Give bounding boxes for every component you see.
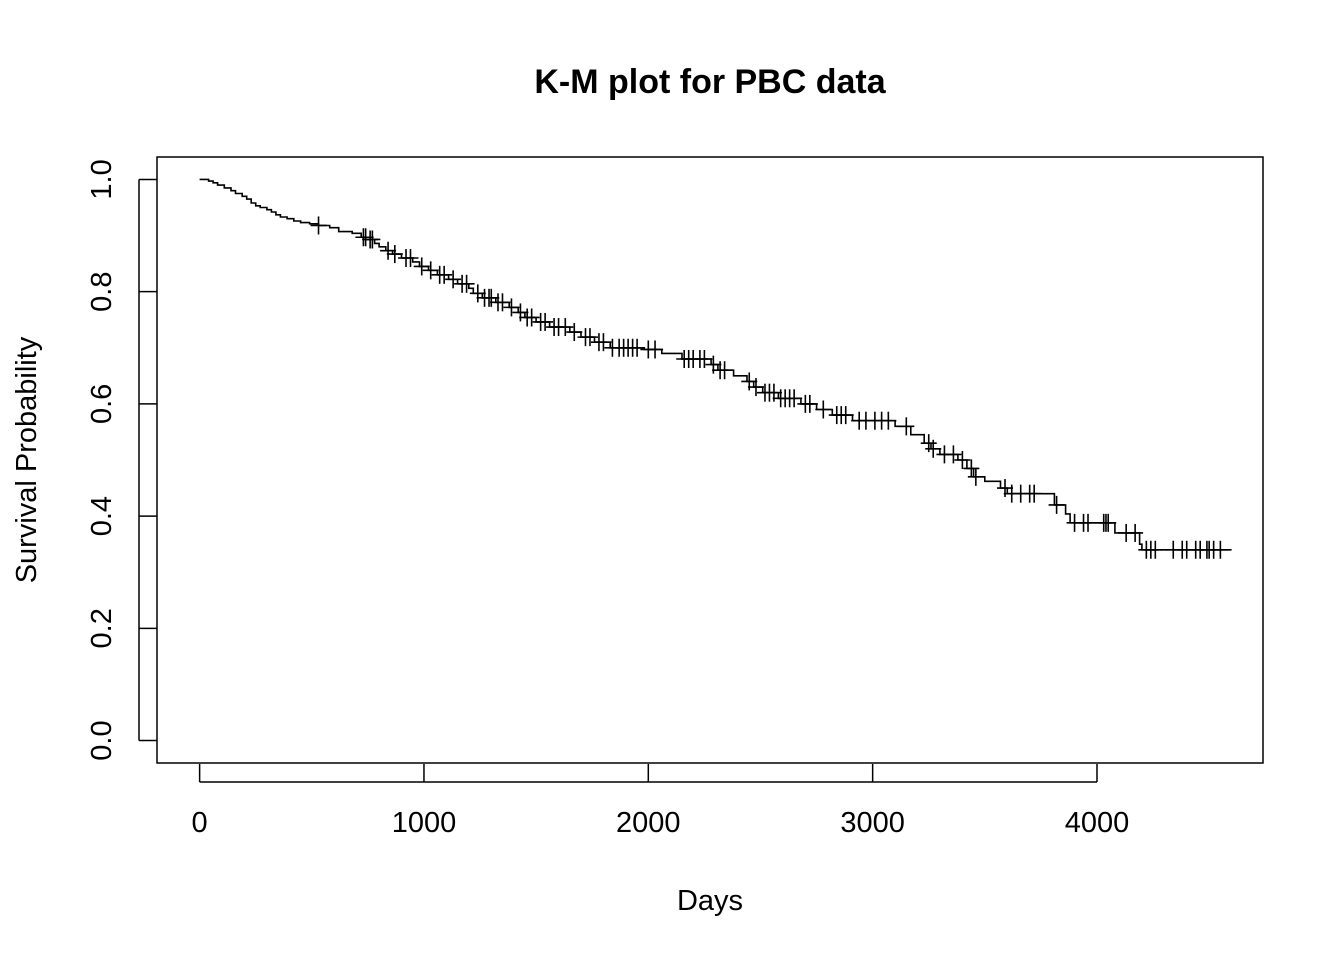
censor-mark — [310, 216, 327, 235]
y-axis: 0.0 0.2 0.4 0.6 0.8 1.0 — [86, 159, 157, 761]
censor-mark — [647, 340, 664, 359]
censor-mark — [557, 318, 574, 337]
censor-mark — [786, 389, 803, 408]
y-tick-label: 1.0 — [86, 159, 118, 199]
censor-mark — [967, 467, 984, 486]
censor-mark — [716, 361, 733, 380]
censor-mark — [629, 338, 646, 357]
censor-mark — [1048, 495, 1065, 514]
y-tick-label: 0.2 — [86, 608, 118, 648]
censor-mark — [436, 265, 453, 284]
censor-mark — [925, 439, 942, 458]
censor-mark — [566, 323, 583, 342]
censor-mark — [1127, 523, 1144, 542]
censor-mark — [364, 230, 381, 249]
x-tick-label: 2000 — [616, 807, 681, 839]
censor-mark — [469, 284, 486, 303]
chart-title: K-M plot for PBC data — [534, 63, 886, 101]
y-tick-label: 0.4 — [86, 496, 118, 536]
y-tick-label: 0.0 — [86, 720, 118, 760]
censor-mark — [898, 417, 915, 436]
censor-mark — [380, 241, 397, 260]
censor-mark — [595, 333, 612, 352]
censor-mark — [945, 445, 962, 464]
x-tick-label: 3000 — [840, 807, 905, 839]
censor-mark — [1147, 540, 1164, 559]
censor-mark — [801, 394, 818, 413]
x-tick-label: 1000 — [392, 807, 457, 839]
censor-mark — [963, 459, 980, 478]
censor-mark — [445, 270, 462, 289]
censor-mark — [581, 328, 598, 347]
x-tick-label: 4000 — [1065, 807, 1130, 839]
censor-mark — [1100, 513, 1117, 532]
censor-mark — [494, 293, 511, 312]
y-tick-label: 0.6 — [86, 384, 118, 424]
x-tick-label: 0 — [192, 807, 208, 839]
censor-mark — [747, 378, 764, 397]
censor-mark — [402, 249, 419, 267]
censor-mark — [837, 406, 854, 425]
censor-mark — [386, 245, 403, 264]
censor-mark — [483, 288, 500, 307]
plot-frame — [156, 156, 1264, 764]
censor-mark — [815, 400, 832, 419]
censor-mark — [880, 411, 897, 430]
censor-mark — [1026, 484, 1043, 503]
censor-mark — [537, 312, 554, 331]
censor-mark — [696, 350, 713, 368]
censor-mark — [954, 451, 971, 469]
censor-mark — [503, 298, 520, 317]
censor-mark — [458, 274, 475, 293]
censor-mark — [422, 261, 439, 280]
y-tick-label: 0.8 — [86, 272, 118, 312]
censor-mark — [1212, 540, 1229, 559]
censor-mark — [1080, 513, 1097, 532]
censor-mark — [512, 303, 529, 322]
x-axis: 0 1000 2000 3000 4000 — [192, 764, 1130, 839]
censor-mark — [413, 257, 430, 276]
x-axis-label: Days — [677, 885, 743, 917]
y-axis-label: Survival Probability — [11, 336, 43, 583]
censor-marks — [310, 216, 1229, 559]
censor-mark — [523, 308, 540, 327]
censor-mark — [357, 228, 374, 247]
